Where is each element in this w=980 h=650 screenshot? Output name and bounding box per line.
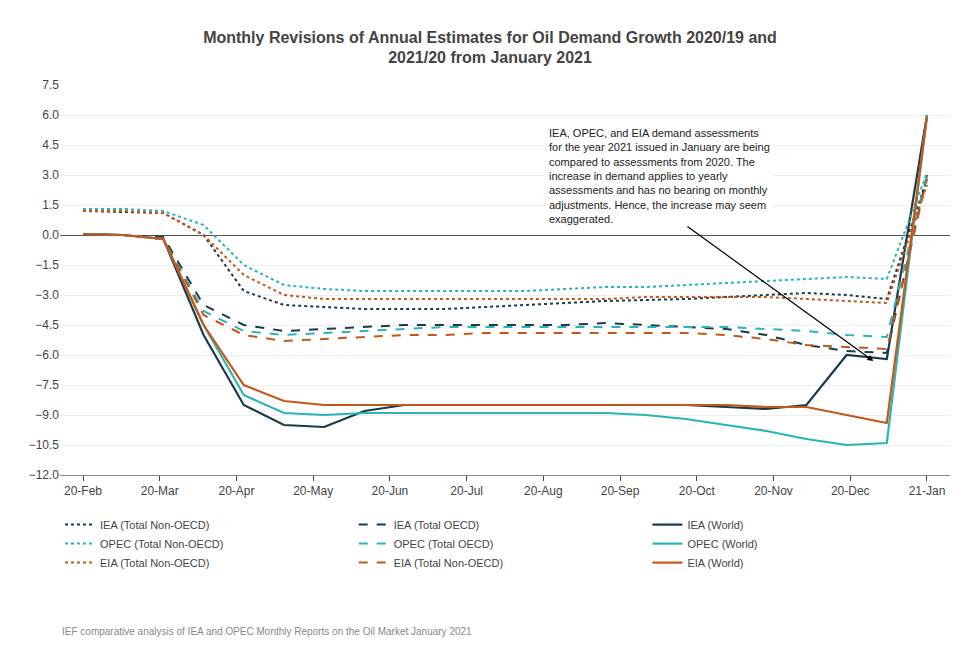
- svg-text:OPEC (World): OPEC (World): [687, 538, 757, 550]
- svg-text:20-Apr: 20-Apr: [218, 484, 254, 498]
- svg-text:EIA (Total Non-OECD): EIA (Total Non-OECD): [394, 557, 503, 569]
- svg-text:4.5: 4.5: [42, 138, 59, 152]
- svg-text:−12.0: −12.0: [29, 468, 60, 482]
- svg-text:20-Mar: 20-Mar: [141, 484, 179, 498]
- svg-text:20-Aug: 20-Aug: [524, 484, 563, 498]
- svg-text:0.0: 0.0: [42, 228, 59, 242]
- svg-text:−10.5: −10.5: [29, 438, 60, 452]
- svg-text:20-Dec: 20-Dec: [831, 484, 870, 498]
- svg-text:20-May: 20-May: [293, 484, 333, 498]
- svg-text:IEA (Total Non-OECD): IEA (Total Non-OECD): [100, 519, 209, 531]
- svg-text:20-Sep: 20-Sep: [601, 484, 640, 498]
- svg-text:Monthly Revisions of Annual Es: Monthly Revisions of Annual Estimates fo…: [203, 29, 777, 67]
- svg-text:IEA, OPEC, and EIA demand asse: IEA, OPEC, and EIA demand assessmentsfor…: [549, 127, 770, 225]
- svg-text:1.5: 1.5: [42, 198, 59, 212]
- svg-text:EIA (World): EIA (World): [687, 557, 743, 569]
- svg-text:−9.0: −9.0: [35, 408, 59, 422]
- svg-text:20-Nov: 20-Nov: [754, 484, 793, 498]
- svg-text:−4.5: −4.5: [35, 318, 59, 332]
- svg-text:EIA (Total Non-OECD): EIA (Total Non-OECD): [100, 557, 209, 569]
- svg-text:20-Oct: 20-Oct: [679, 484, 716, 498]
- svg-text:−7.5: −7.5: [35, 378, 59, 392]
- svg-text:OPEC (Total Non-OECD): OPEC (Total Non-OECD): [100, 538, 223, 550]
- svg-text:−3.0: −3.0: [35, 288, 59, 302]
- svg-text:20-Feb: 20-Feb: [64, 484, 102, 498]
- svg-text:21-Jan: 21-Jan: [909, 484, 946, 498]
- svg-text:−6.0: −6.0: [35, 348, 59, 362]
- svg-text:−1.5: −1.5: [35, 258, 59, 272]
- svg-text:20-Jun: 20-Jun: [372, 484, 409, 498]
- svg-text:3.0: 3.0: [42, 168, 59, 182]
- svg-text:7.5: 7.5: [42, 78, 59, 92]
- svg-text:20-Jul: 20-Jul: [450, 484, 483, 498]
- svg-text:OPEC (Total OECD): OPEC (Total OECD): [394, 538, 494, 550]
- svg-text:6.0: 6.0: [42, 108, 59, 122]
- svg-text:IEA (World): IEA (World): [687, 519, 743, 531]
- svg-text:IEA (Total OECD): IEA (Total OECD): [394, 519, 480, 531]
- svg-text:IEF comparative analysis of IE: IEF comparative analysis of IEA and OPEC…: [62, 626, 472, 637]
